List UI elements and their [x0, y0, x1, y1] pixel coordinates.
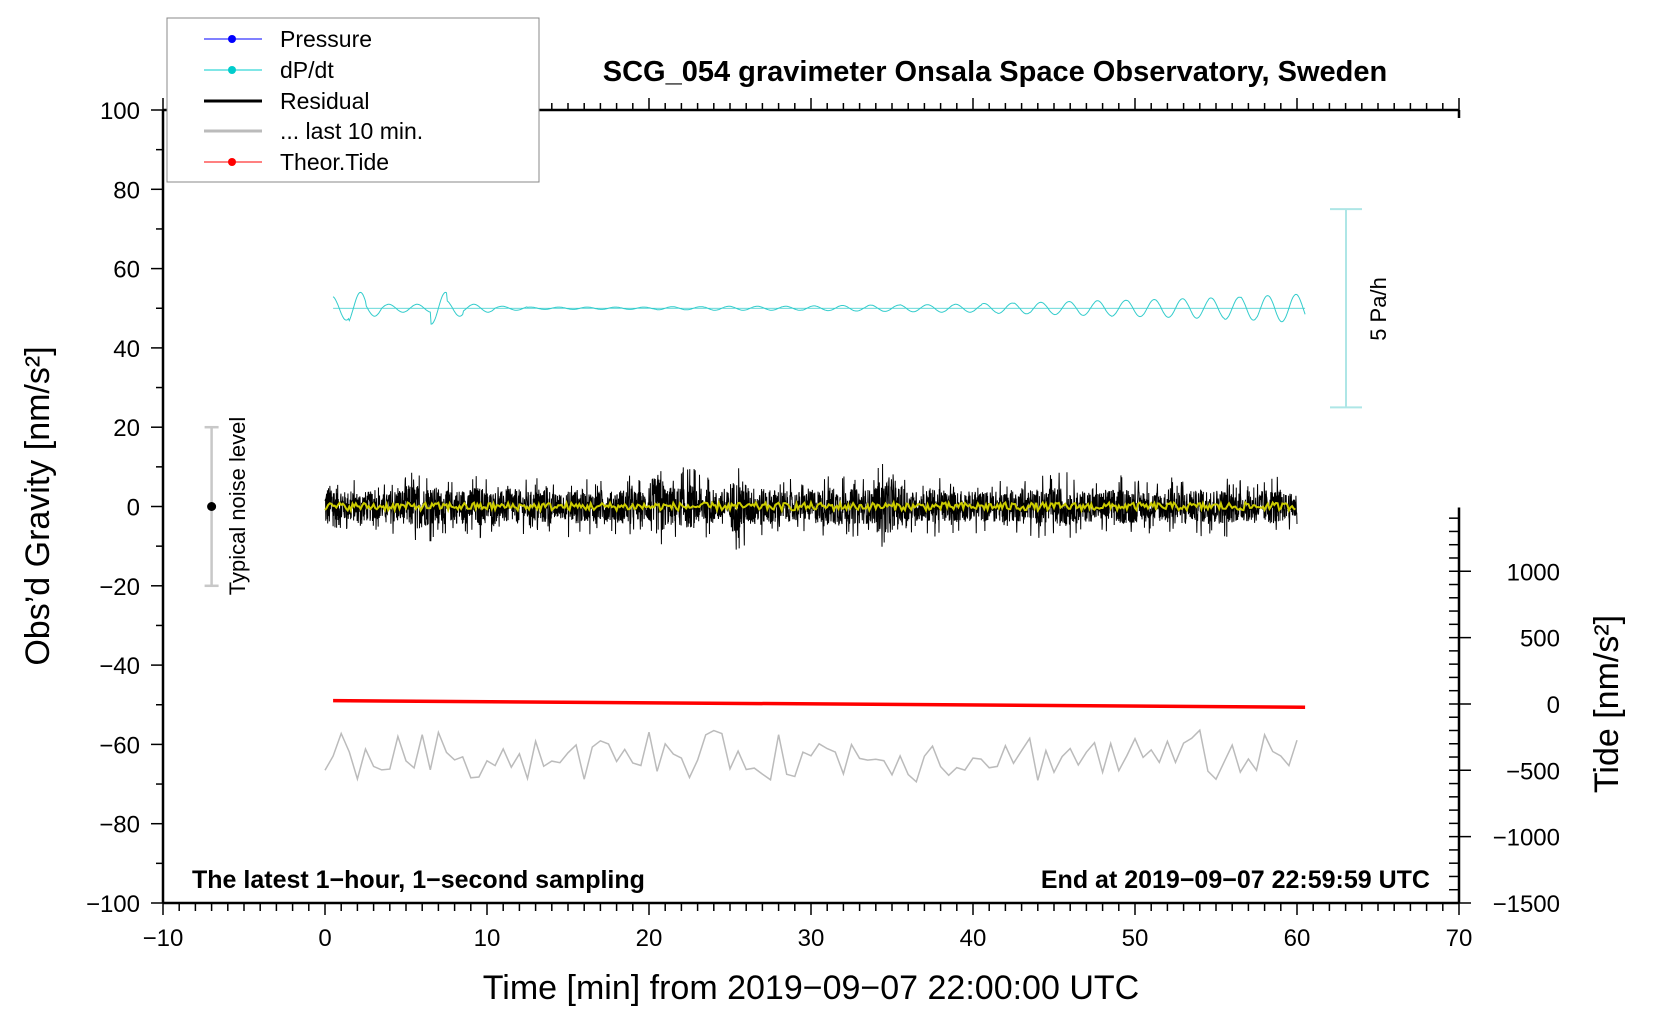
y-tick-label: 40: [113, 336, 140, 363]
x-tick-label: 60: [1284, 925, 1311, 952]
y-tick-label: 20: [113, 415, 140, 442]
y-right-axis-title: Tide [nm/s²]: [1588, 615, 1626, 793]
legend-label: Residual: [280, 88, 370, 114]
y-tick-label: 60: [113, 257, 140, 284]
y-tick-label: −100: [86, 891, 140, 918]
x-tick-label: 70: [1446, 925, 1473, 952]
axes-layer: −10 0 10 20 30 40 50 60 70100806040200−20−40−60−…: [86, 98, 1560, 952]
y-right-tick-label: −500: [1506, 758, 1560, 785]
x-tick-label: 40: [960, 925, 987, 952]
legend-label: dP/dt: [280, 57, 334, 83]
y-axis-title: Obs’d Gravity [nm/s²]: [19, 346, 57, 665]
y-tick-label: 80: [113, 177, 140, 204]
pressure-scale-label: 5 Pa/h: [1366, 277, 1391, 341]
x-tick-label: 0: [318, 925, 331, 952]
y-tick-label: −40: [99, 653, 140, 680]
series-residual-smoothed: [324, 499, 1296, 514]
x-tick-label: 30: [798, 925, 825, 952]
plot-layer: [204, 208, 1362, 784]
chart-title: SCG_054 gravimeter Onsala Space Observat…: [603, 56, 1387, 88]
legend: Pressure dP/dt Residual ... last 10 min. The…: [166, 17, 540, 183]
y-right-tick-label: −1000: [1493, 825, 1560, 852]
y-tick-label: 0: [127, 495, 140, 522]
y-tick-label: −80: [99, 812, 140, 839]
x-tick-label: 20: [636, 925, 663, 952]
y-right-tick-label: 1000: [1507, 559, 1560, 586]
noise-level-label: Typical noise level: [225, 417, 250, 596]
y-tick-label: −20: [99, 574, 140, 601]
legend-marker-4: [228, 158, 236, 166]
y-tick-label: 100: [100, 98, 140, 125]
x-tick-label: 10: [474, 925, 501, 952]
series-residual: [324, 463, 1298, 550]
legend-label: ... last 10 min.: [280, 118, 423, 144]
y-tick-label: −60: [99, 732, 140, 759]
x-tick-label: 50: [1122, 925, 1149, 952]
y-right-tick-label: 500: [1520, 626, 1560, 653]
y-right-tick-label: 0: [1547, 692, 1560, 719]
legend-label: Theor.Tide: [280, 149, 389, 175]
annotation-left-bottom: The latest 1−hour, 1−second sampling: [192, 866, 645, 894]
x-axis-title: Time [min] from 2019−09−07 22:00:00 UTC: [483, 969, 1139, 1007]
noise-level-dot: [207, 502, 217, 511]
series-last-10-min: [324, 728, 1298, 784]
legend-marker-0: [228, 35, 236, 43]
x-tick-label: −10: [143, 925, 184, 952]
series-theor-tide: [333, 698, 1306, 710]
annotation-right-bottom: End at 2019−09−07 22:59:59 UTC: [1041, 866, 1430, 894]
legend-label: Pressure: [280, 26, 372, 52]
legend-marker-1: [228, 66, 236, 74]
y-right-tick-label: −1500: [1493, 891, 1560, 918]
